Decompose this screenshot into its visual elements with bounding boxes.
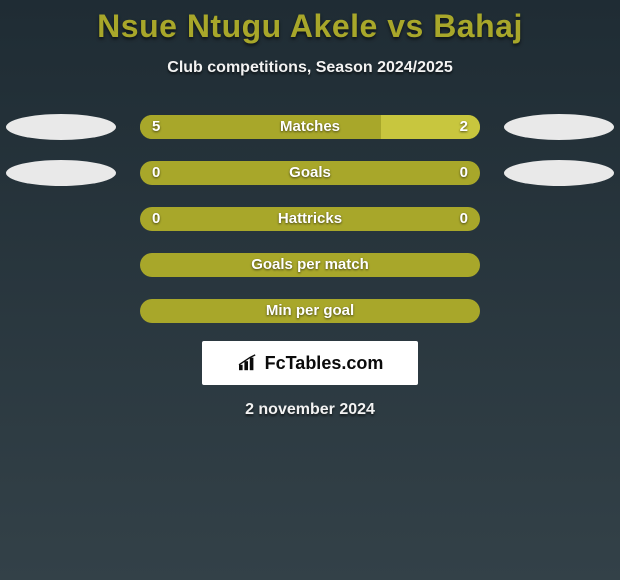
- stat-label: Min per goal: [140, 299, 480, 323]
- player-indicator-left: [6, 160, 116, 186]
- stat-rows: 52Matches 00Goals 00Hattricks Goals per mat…: [0, 115, 620, 323]
- content-container: Nsue Ntugu Akele vs Bahaj Club competiti…: [0, 0, 620, 580]
- stat-row: 00Goals: [0, 161, 620, 185]
- player-indicator-right: [504, 114, 614, 140]
- stat-label: Goals per match: [140, 253, 480, 277]
- stat-label: Hattricks: [140, 207, 480, 231]
- stat-row: Min per goal: [0, 299, 620, 323]
- stat-row: 00Hattricks: [0, 207, 620, 231]
- subtitle: Club competitions, Season 2024/2025: [0, 59, 620, 77]
- logo-text: FcTables.com: [265, 353, 384, 374]
- stat-bar-track: Min per goal: [140, 299, 480, 323]
- player-indicator-right: [504, 160, 614, 186]
- footer-date: 2 november 2024: [0, 401, 620, 419]
- stat-row: 52Matches: [0, 115, 620, 139]
- stat-label: Goals: [140, 161, 480, 185]
- stat-bar-track: 00Goals: [140, 161, 480, 185]
- page-title: Nsue Ntugu Akele vs Bahaj: [0, 8, 620, 45]
- logo-box: FcTables.com: [202, 341, 418, 385]
- stat-bar-track: 52Matches: [140, 115, 480, 139]
- stat-label: Matches: [140, 115, 480, 139]
- stat-bar-track: Goals per match: [140, 253, 480, 277]
- stat-bar-track: 00Hattricks: [140, 207, 480, 231]
- player-indicator-left: [6, 114, 116, 140]
- chart-icon: [237, 354, 259, 372]
- stat-row: Goals per match: [0, 253, 620, 277]
